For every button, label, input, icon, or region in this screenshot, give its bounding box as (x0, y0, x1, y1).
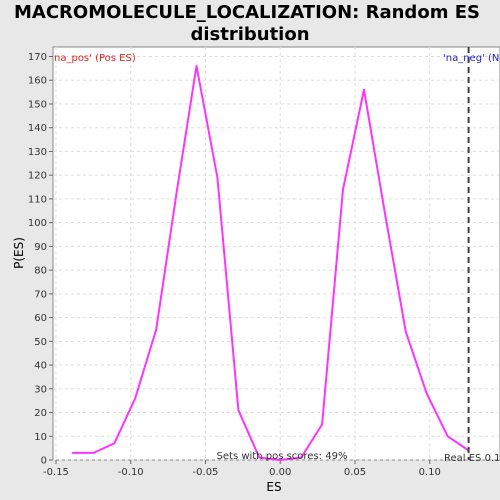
y-axis-label: P(ES) (12, 237, 26, 269)
y-tick-label: 80 (34, 266, 47, 277)
plot-area (52, 46, 500, 461)
x-tick-label: 0.05 (344, 467, 366, 478)
y-tick-label: 130 (28, 147, 47, 158)
data-point (258, 456, 261, 459)
data-point (195, 65, 198, 67)
real-es-label: Real ES 0.1 (444, 453, 500, 464)
data-point (113, 442, 116, 445)
y-tick-label: 70 (34, 289, 47, 300)
y-tick-label: 100 (28, 218, 47, 229)
y-tick-label: 110 (28, 194, 47, 205)
y-tick-label: 90 (34, 242, 47, 253)
sets-with-pos-scores-label: Sets with pos scores: 49% (217, 451, 348, 462)
x-tick-label: 0.00 (269, 467, 291, 478)
series-line (72, 65, 470, 461)
data-point (321, 423, 323, 426)
y-tick-label: 40 (34, 361, 47, 372)
data-point (342, 188, 344, 191)
y-tick-label: 170 (28, 52, 47, 63)
data-point (155, 328, 157, 331)
data-point (384, 212, 386, 214)
series-group (71, 65, 470, 461)
y-axis-ticks: 0 10 20 30 40 50 60 70 80 90 100 110 120 130 140 150 160… (28, 52, 53, 467)
grid-lines (53, 47, 500, 461)
y-tick-label: 160 (28, 76, 47, 87)
y-tick-label: 150 (28, 99, 47, 110)
data-point (446, 435, 449, 438)
x-tick-label: 0.10 (419, 467, 441, 478)
data-point (216, 176, 219, 179)
pos-es-label: na_pos' (Pos ES) (54, 53, 136, 64)
y-tick-label: 30 (34, 384, 47, 395)
data-point (425, 392, 428, 395)
y-tick-label: 140 (28, 123, 47, 134)
chart-title-line-1: MACROMOLECULE_LOCALIZATION: Random ES (14, 2, 480, 23)
data-point (134, 397, 137, 400)
neg-es-label: 'na_neg' (N (443, 53, 499, 64)
data-point (405, 331, 407, 333)
y-tick-label: 50 (34, 337, 47, 348)
data-point (300, 456, 302, 459)
y-tick-label: 20 (34, 408, 47, 419)
data-point (176, 188, 178, 191)
data-point (92, 452, 95, 454)
x-tick-label: -0.05 (193, 467, 219, 478)
data-point (237, 409, 240, 411)
data-point (279, 459, 282, 461)
data-point (71, 452, 74, 454)
chart-title-line-2: distribution (190, 24, 309, 45)
y-tick-label: 120 (28, 171, 47, 182)
y-tick-label: 10 (34, 432, 47, 443)
data-point (363, 88, 365, 91)
x-axis-label: ES (266, 480, 281, 494)
x-tick-label: -0.10 (118, 467, 144, 478)
x-tick-label: -0.15 (43, 467, 69, 478)
y-tick-label: 60 (34, 313, 47, 324)
y-tick-label: 0 (41, 456, 47, 467)
x-axis-ticks: -0.15 -0.10 -0.05 0.00 0.05 0.10 (43, 460, 441, 478)
